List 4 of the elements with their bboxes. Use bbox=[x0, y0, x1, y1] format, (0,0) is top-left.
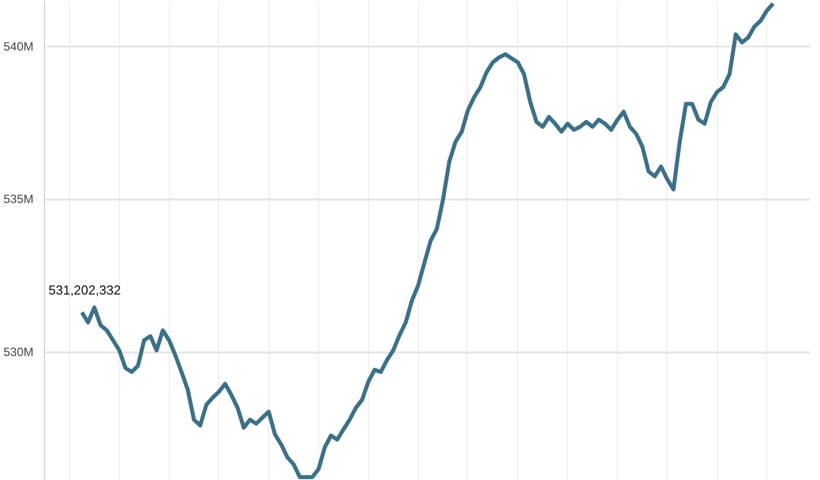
y-tick-label: 535M bbox=[3, 192, 34, 206]
annotation: 531,202,332 bbox=[48, 282, 121, 298]
y-tick-label: 530M bbox=[3, 345, 34, 360]
y-tick-label: 540M bbox=[3, 39, 34, 54]
